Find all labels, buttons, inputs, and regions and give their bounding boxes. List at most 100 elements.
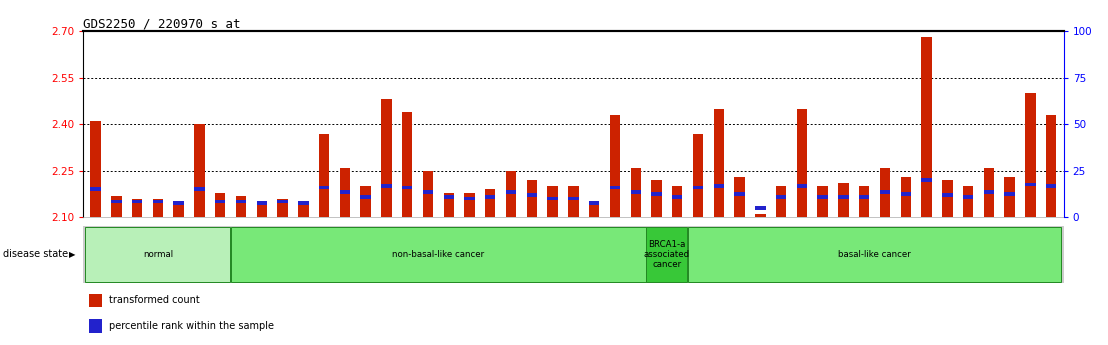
Bar: [215, 193, 225, 217]
Bar: [423, 171, 433, 217]
Bar: [630, 190, 640, 194]
Bar: [901, 192, 911, 196]
Bar: [714, 109, 724, 217]
Bar: [859, 195, 870, 199]
Text: transformed count: transformed count: [109, 295, 199, 305]
Bar: [298, 202, 308, 217]
Bar: [298, 201, 308, 205]
Bar: [236, 200, 246, 204]
Bar: [153, 199, 163, 217]
Bar: [630, 168, 640, 217]
Bar: [963, 195, 973, 199]
Bar: [485, 195, 495, 199]
Bar: [111, 196, 122, 217]
Bar: [692, 134, 704, 217]
Bar: [756, 206, 766, 210]
Bar: [485, 189, 495, 217]
Bar: [360, 186, 371, 217]
Bar: [1025, 93, 1036, 217]
Bar: [215, 200, 225, 204]
Bar: [340, 190, 350, 194]
Bar: [506, 190, 516, 194]
Text: disease state: disease state: [3, 249, 69, 259]
Bar: [91, 187, 101, 191]
Bar: [880, 190, 890, 194]
Text: basal-like cancer: basal-like cancer: [839, 250, 911, 259]
Text: percentile rank within the sample: percentile rank within the sample: [109, 321, 274, 331]
Bar: [609, 186, 620, 189]
Bar: [381, 99, 391, 217]
Bar: [609, 115, 620, 217]
Bar: [464, 197, 474, 200]
Bar: [880, 168, 890, 217]
Bar: [1025, 183, 1036, 186]
Bar: [174, 202, 184, 217]
Bar: [174, 201, 184, 205]
Bar: [901, 177, 911, 217]
Bar: [984, 190, 994, 194]
Bar: [547, 186, 557, 217]
Text: BRCA1-a
associated
cancer: BRCA1-a associated cancer: [644, 239, 690, 269]
Bar: [1046, 184, 1056, 188]
Bar: [381, 184, 391, 188]
Bar: [776, 195, 787, 199]
Bar: [230, 227, 646, 282]
Text: normal: normal: [143, 250, 173, 259]
Bar: [1046, 115, 1056, 217]
Bar: [277, 200, 288, 204]
Bar: [236, 196, 246, 217]
Bar: [506, 171, 516, 217]
Bar: [464, 193, 474, 217]
Bar: [714, 184, 724, 188]
Text: ▶: ▶: [69, 250, 75, 259]
Bar: [859, 186, 870, 217]
Bar: [443, 193, 454, 217]
Bar: [646, 227, 687, 282]
Text: non-basal-like cancer: non-basal-like cancer: [392, 250, 484, 259]
Bar: [756, 214, 766, 217]
Bar: [692, 186, 704, 189]
Bar: [984, 168, 994, 217]
Bar: [360, 195, 371, 199]
Bar: [194, 187, 205, 191]
Bar: [942, 180, 953, 217]
Bar: [1005, 192, 1015, 196]
Bar: [652, 192, 661, 196]
Bar: [319, 186, 329, 189]
Bar: [1005, 177, 1015, 217]
Bar: [132, 200, 142, 204]
Bar: [568, 197, 578, 200]
Bar: [839, 195, 849, 199]
Text: GDS2250 / 220970_s_at: GDS2250 / 220970_s_at: [83, 17, 240, 30]
Bar: [688, 227, 1061, 282]
Bar: [132, 199, 142, 217]
Bar: [589, 205, 599, 217]
Bar: [443, 195, 454, 199]
Bar: [257, 202, 267, 217]
Bar: [922, 37, 932, 217]
Bar: [839, 183, 849, 217]
Bar: [423, 190, 433, 194]
Bar: [194, 124, 205, 217]
Bar: [735, 177, 745, 217]
Bar: [818, 186, 828, 217]
Bar: [91, 121, 101, 217]
Bar: [526, 194, 537, 197]
Bar: [652, 180, 661, 217]
Bar: [277, 199, 288, 217]
Bar: [922, 178, 932, 182]
Bar: [402, 186, 412, 189]
Bar: [735, 192, 745, 196]
Bar: [153, 200, 163, 204]
Bar: [526, 180, 537, 217]
Bar: [673, 186, 683, 217]
Bar: [319, 134, 329, 217]
Bar: [589, 201, 599, 205]
Bar: [963, 186, 973, 217]
Bar: [568, 186, 578, 217]
Bar: [673, 195, 683, 199]
Bar: [797, 109, 807, 217]
Bar: [942, 194, 953, 197]
Bar: [85, 227, 230, 282]
Bar: [257, 201, 267, 205]
